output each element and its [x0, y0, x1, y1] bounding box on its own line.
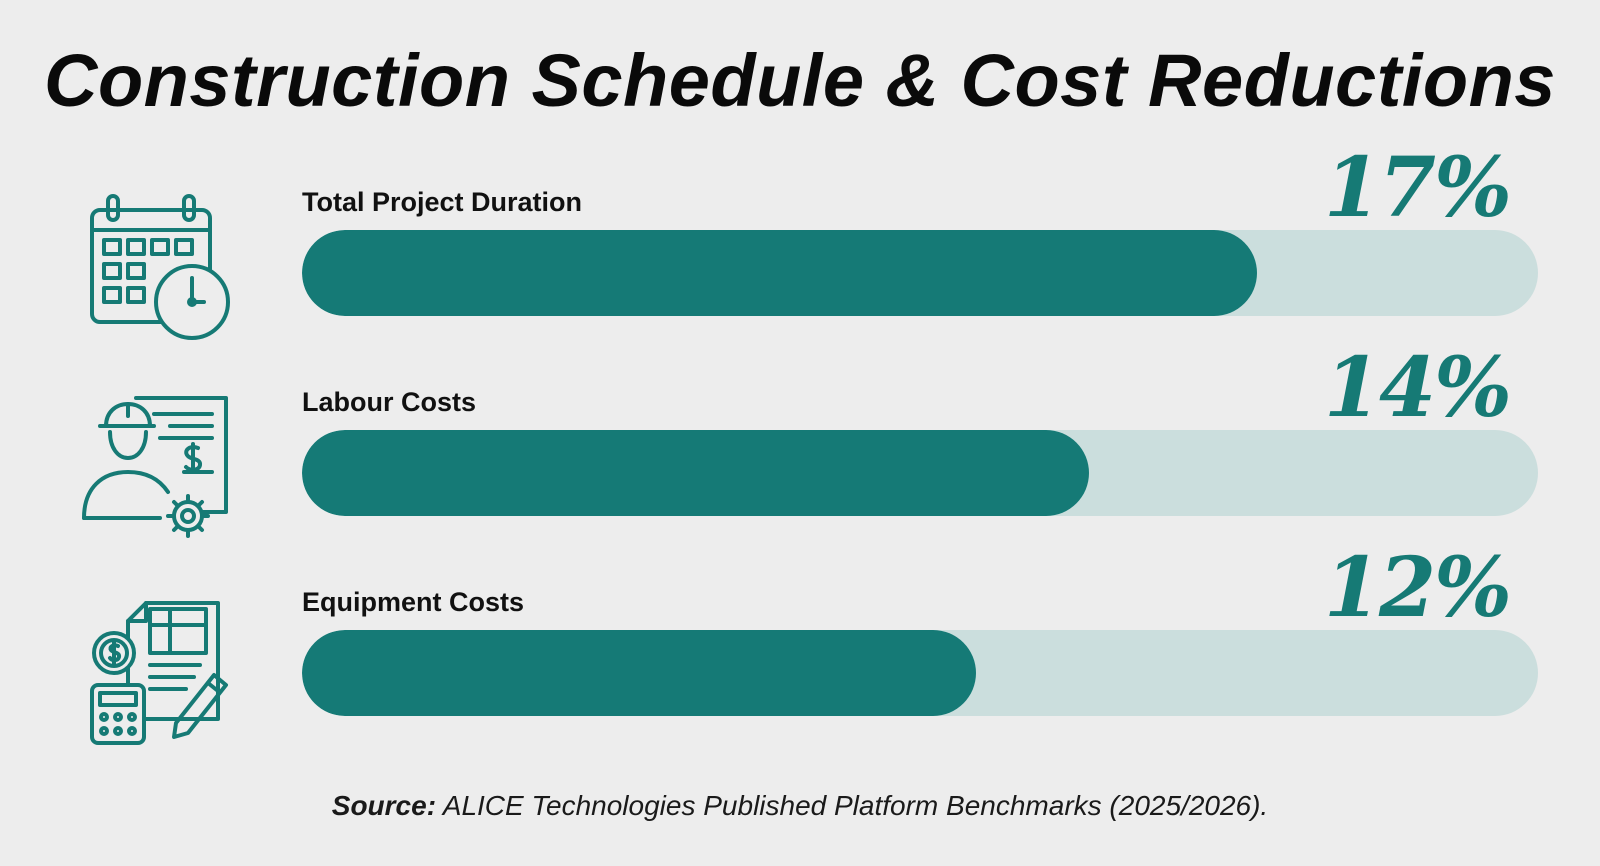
source-label: Source:	[331, 790, 437, 821]
page-title: Construction Schedule & Cost Reductions	[44, 39, 1556, 122]
bar-fill-duration	[302, 230, 1258, 316]
metric-label-duration: Total Project Duration	[302, 187, 583, 217]
metric-value-labour: 14%	[1323, 340, 1512, 436]
source-note: Source: ALICE Technologies Published Pla…	[0, 790, 1600, 822]
metric-row: Labour Costs 14%	[0, 340, 1600, 550]
metric-value-duration: 17%	[1323, 140, 1512, 236]
bar-track	[302, 430, 1538, 516]
source-text: ALICE Technologies Published Platform Be…	[442, 790, 1269, 821]
bar-track	[302, 630, 1538, 716]
bar-fill-equipment	[302, 630, 977, 716]
blueprint-calculator-icon	[78, 595, 238, 755]
metric-row: Total Project Duration 17%	[0, 140, 1600, 350]
metric-row: Equipment Costs 12%	[0, 540, 1600, 750]
bar-fill-labour	[302, 430, 1089, 516]
calendar-clock-icon	[78, 190, 238, 350]
metric-label-labour: Labour Costs	[302, 387, 477, 417]
metric-label-equipment: Equipment Costs	[302, 587, 525, 617]
worker-invoice-gear-icon	[78, 390, 238, 550]
metric-value-equipment: 12%	[1323, 540, 1512, 636]
bar-track	[302, 230, 1538, 316]
